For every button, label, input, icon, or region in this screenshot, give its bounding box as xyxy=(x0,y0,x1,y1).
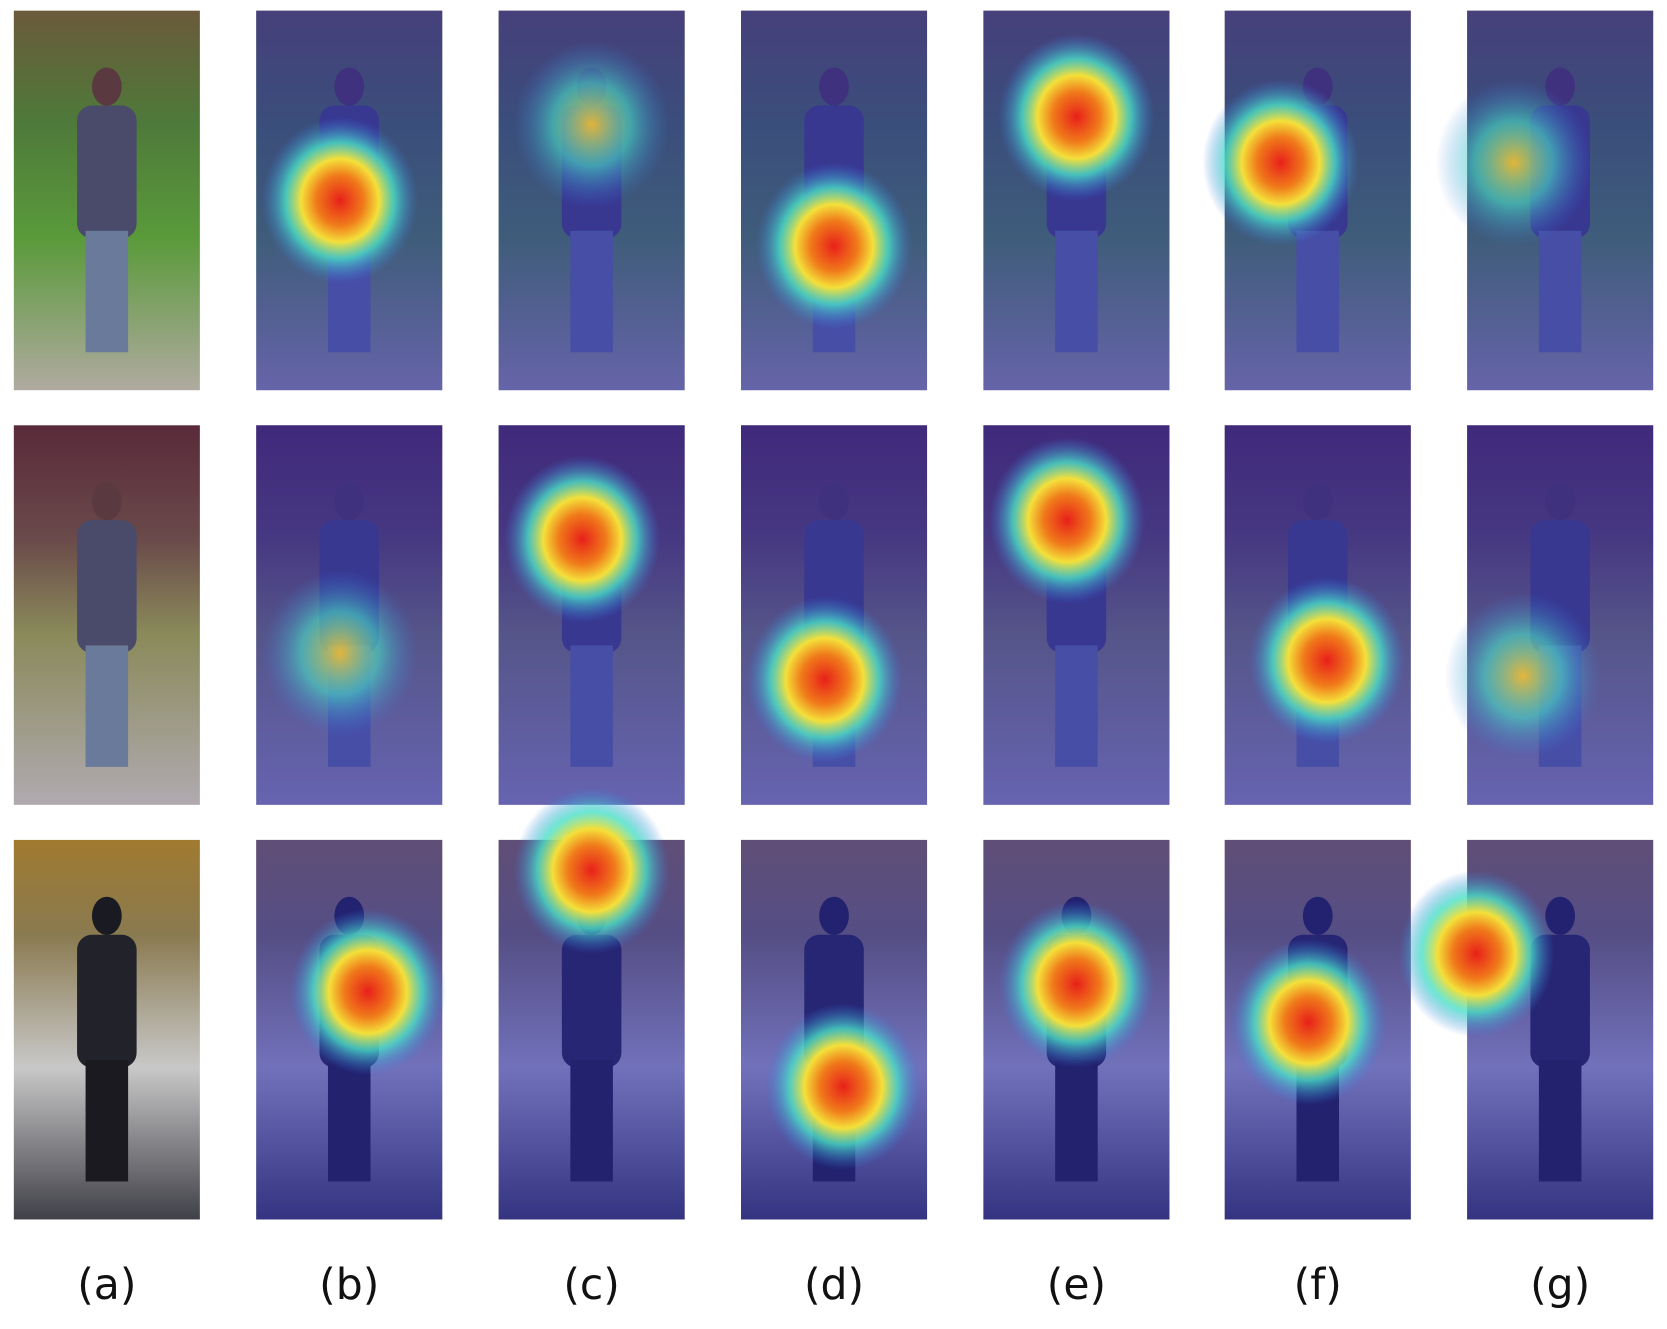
image-panel xyxy=(741,425,928,805)
image-panel xyxy=(1435,10,1654,391)
person-head xyxy=(91,482,122,521)
column-label: (a) xyxy=(77,1261,136,1310)
heat-spot xyxy=(765,1003,922,1171)
heat-spot xyxy=(504,455,661,623)
heat-spot xyxy=(746,596,903,764)
image-panel xyxy=(983,425,1170,805)
image-panel xyxy=(1202,10,1411,391)
heat-spot xyxy=(513,41,670,209)
heat-spot xyxy=(998,33,1155,201)
person-body xyxy=(77,520,137,654)
heat-spot xyxy=(1248,577,1406,745)
image-panel xyxy=(498,425,685,805)
column-label: (d) xyxy=(804,1261,864,1310)
heat-spot xyxy=(261,569,419,737)
heat-spot xyxy=(998,900,1155,1068)
person-body xyxy=(77,105,137,239)
image-panel xyxy=(983,839,1170,1220)
heat-spot xyxy=(988,436,1146,604)
heat-spot xyxy=(513,786,670,954)
column-label: (e) xyxy=(1047,1261,1106,1310)
image-panel xyxy=(256,839,446,1220)
heat-spot xyxy=(1202,78,1359,246)
person-head xyxy=(91,896,122,935)
image-panel xyxy=(741,10,928,391)
image-panel xyxy=(256,425,443,805)
column-label: (g) xyxy=(1530,1261,1590,1310)
person-legs xyxy=(85,230,129,353)
image-panel xyxy=(13,10,200,391)
image-panel xyxy=(983,10,1170,391)
image-panel xyxy=(741,839,928,1220)
heat-spot xyxy=(261,116,419,284)
person-head xyxy=(91,67,122,106)
image-panel xyxy=(1224,839,1411,1220)
image-panel xyxy=(13,425,200,805)
heat-spot xyxy=(1398,870,1555,1038)
person-legs xyxy=(85,1060,129,1182)
person-body xyxy=(77,934,137,1068)
column-label: (c) xyxy=(563,1261,620,1310)
image-panel xyxy=(1444,425,1654,805)
heat-spot xyxy=(289,908,446,1076)
image-panel xyxy=(1398,839,1654,1220)
column-label: (b) xyxy=(319,1261,379,1310)
image-panel xyxy=(498,786,685,1220)
image-panel xyxy=(1224,425,1411,805)
heat-spot xyxy=(755,162,913,330)
column-label: (f) xyxy=(1294,1261,1342,1310)
image-panel xyxy=(498,10,685,391)
image-panel xyxy=(256,10,443,391)
heat-spot xyxy=(1444,592,1602,760)
person-legs xyxy=(85,645,129,767)
image-panel xyxy=(13,839,200,1220)
heat-spot xyxy=(1230,938,1387,1106)
heat-spot xyxy=(1435,78,1592,246)
